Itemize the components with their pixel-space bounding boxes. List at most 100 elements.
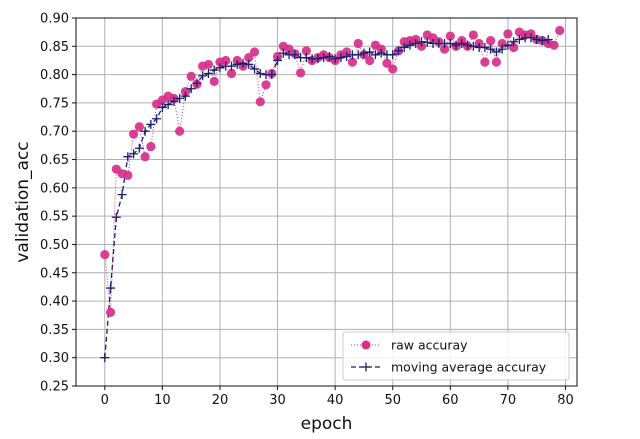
raw-accuracy-point [244, 53, 254, 63]
moving-average-point [273, 55, 283, 65]
raw-accuracy-point [353, 38, 363, 49]
y-tick-label: 0.65 [40, 153, 69, 168]
moving-average-point [313, 54, 323, 64]
moving-average-point [486, 44, 496, 54]
moving-average-point [134, 143, 144, 153]
y-axis-title: validation_acc [13, 141, 33, 262]
raw-accuracy-point [140, 152, 150, 162]
raw-accuracy-point [105, 307, 116, 317]
moving-average-point [359, 48, 369, 58]
x-tick-label: 30 [269, 393, 286, 408]
moving-average-point [278, 48, 288, 58]
moving-average-point [480, 42, 490, 52]
y-tick-label: 0.90 [40, 12, 69, 27]
moving-average-point [330, 54, 340, 64]
moving-average-point [532, 35, 542, 45]
moving-average-point [267, 70, 277, 80]
raw-accuracy-point [347, 57, 358, 67]
moving-average-point [543, 35, 553, 45]
moving-average-point [111, 212, 121, 222]
moving-average-point [399, 42, 409, 52]
moving-average-point [457, 38, 467, 48]
moving-average-point [388, 50, 398, 60]
moving-average-point [509, 37, 519, 47]
moving-average-point [244, 59, 254, 69]
raw-accuracy-point [486, 36, 496, 46]
y-tick-label: 0.50 [40, 238, 69, 253]
axis-ticks: 0 10 20 30 40 50 60 70 80 0.25 0.30 0.35 0.40 0.45 0.5… [40, 12, 574, 409]
x-tick-label: 0 [101, 393, 109, 408]
legend-label-raw: raw accuray [391, 338, 468, 353]
x-tick-label: 60 [442, 393, 459, 408]
moving-average-point [203, 68, 213, 78]
moving-average-point [353, 50, 363, 60]
y-tick-label: 0.70 [40, 125, 69, 140]
raw-accuracy-point [445, 31, 455, 41]
y-tick-label: 0.25 [40, 380, 69, 395]
raw-accuracy-point [261, 80, 271, 90]
moving-average-point [180, 91, 190, 101]
grid [76, 17, 577, 387]
moving-average-point [526, 33, 536, 43]
x-tick-label: 80 [557, 393, 574, 408]
legend: raw accuray moving average accuray [342, 331, 570, 381]
raw-accuracy-point [209, 76, 219, 87]
moving-average-point [163, 100, 173, 110]
moving-average-point [215, 63, 225, 73]
moving-average-point [451, 40, 461, 50]
moving-average-point [100, 353, 110, 363]
plot-frame [75, 17, 578, 387]
moving-average-point [106, 283, 116, 293]
moving-average-point [514, 35, 524, 45]
raw-accuracy-point [295, 68, 306, 78]
y-tick-label: 0.60 [40, 181, 69, 196]
y-tick-label: 0.45 [40, 266, 69, 281]
moving-average-point [129, 149, 139, 159]
y-tick-label: 0.30 [40, 351, 69, 366]
moving-average-point [192, 78, 202, 88]
legend-label-moving-average: moving average accuray [391, 360, 547, 375]
raw-accuracy-point [146, 141, 156, 152]
raw-accuracy-point [549, 40, 559, 50]
raw-accuracy-point [301, 46, 311, 56]
x-tick-label: 70 [500, 393, 517, 408]
moving-average-point [370, 50, 380, 60]
y-tick-label: 0.75 [40, 96, 69, 111]
moving-average-point [117, 190, 127, 200]
moving-average-point [175, 93, 185, 103]
moving-average-point [301, 53, 311, 63]
raw-accuracy-point [175, 126, 185, 136]
raw-accuracy-point [555, 25, 565, 36]
raw-accuracy-point [203, 59, 214, 70]
moving-average-point [336, 53, 346, 63]
moving-average-point [491, 47, 501, 57]
raw-accuracy-point [249, 47, 260, 57]
raw-accuracy-point [480, 57, 490, 67]
y-tick-label: 0.35 [40, 323, 69, 338]
raw-accuracy-line [104, 30, 561, 313]
plot-area [100, 25, 565, 363]
moving-average-point [342, 51, 352, 61]
raw-accuracy-point [388, 64, 398, 74]
moving-average-point [503, 40, 513, 50]
moving-average-point [324, 51, 334, 61]
raw-accuracy-point [439, 44, 450, 54]
raw-accuracy-point [491, 57, 501, 67]
y-tick-label: 0.85 [40, 40, 69, 55]
moving-average-point [468, 41, 478, 51]
x-tick-label: 20 [212, 393, 229, 408]
moving-average-line [104, 37, 549, 358]
raw-accuracy-point [382, 58, 392, 68]
moving-average-point [445, 38, 455, 48]
moving-average-point [238, 58, 248, 68]
y-tick-label: 0.80 [40, 68, 69, 83]
moving-average-point [232, 59, 242, 69]
moving-average-point [152, 114, 162, 124]
moving-average-point [497, 44, 507, 54]
moving-average-point [463, 40, 473, 50]
moving-average-point [255, 68, 265, 78]
moving-average-point [290, 50, 300, 60]
moving-average-point [226, 61, 236, 71]
x-tick-label: 40 [327, 393, 344, 408]
moving-average-point [376, 48, 386, 58]
